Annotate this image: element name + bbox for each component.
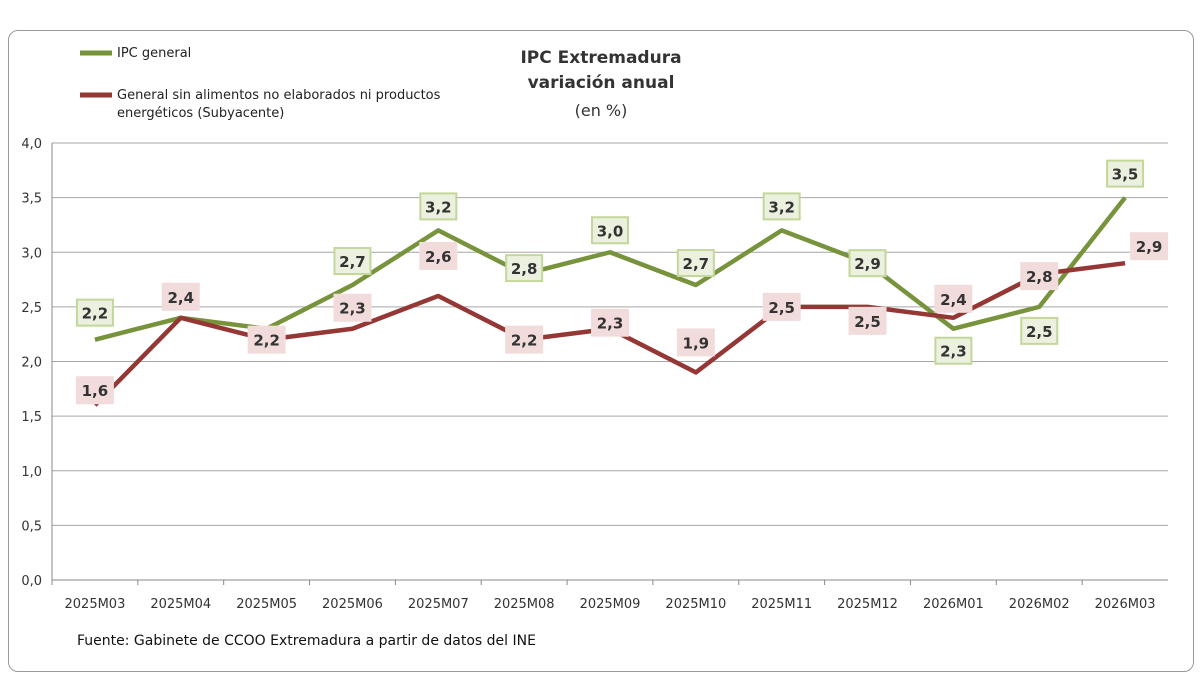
svg-text:2,3: 2,3	[597, 315, 624, 333]
data-label: 1,9	[676, 328, 715, 357]
data-label: 3,5	[1106, 159, 1145, 188]
x-tick-label: 2025M10	[665, 597, 726, 612]
source-note: Fuente: Gabinete de CCOO Extremadura a p…	[77, 633, 536, 649]
x-tick-label: 2025M11	[751, 597, 812, 612]
data-label: 2,4	[161, 282, 200, 311]
data-label: 2,8	[505, 254, 544, 283]
y-tick-label: 3,0	[21, 246, 42, 261]
data-label: 1,6	[75, 376, 114, 405]
svg-text:2,9: 2,9	[1136, 238, 1163, 256]
svg-text:2,3: 2,3	[940, 343, 967, 361]
y-tick-label: 2,0	[21, 356, 42, 371]
svg-text:3,2: 3,2	[768, 198, 795, 216]
legend-label-subyacente: General sin alimentos no elaborados ni p…	[117, 88, 441, 121]
data-label: 2,5	[762, 292, 801, 321]
svg-text:2,7: 2,7	[683, 255, 710, 273]
chart-title: IPC Extremadura	[520, 48, 681, 68]
x-tick-label: 2025M12	[837, 597, 898, 612]
data-label: 3,0	[591, 216, 629, 245]
svg-text:2,5: 2,5	[854, 313, 881, 331]
y-tick-label: 4,0	[21, 137, 42, 152]
x-tick-label: 2025M09	[580, 597, 641, 612]
svg-text:1,6: 1,6	[82, 382, 109, 400]
svg-text:2,8: 2,8	[511, 260, 538, 278]
y-tick-label: 1,0	[21, 465, 42, 480]
y-tick-label: 0,0	[21, 574, 42, 589]
data-label: 2,2	[247, 325, 286, 354]
data-label: 2,9	[1130, 232, 1169, 261]
x-tick-label: 2025M06	[322, 597, 383, 612]
x-tick-label: 2025M03	[65, 597, 126, 612]
svg-text:1,9: 1,9	[683, 334, 710, 352]
svg-text:2,9: 2,9	[854, 255, 881, 273]
svg-text:2,4: 2,4	[940, 291, 967, 309]
svg-text:2,4: 2,4	[167, 289, 194, 307]
data-label: 2,5	[848, 306, 887, 335]
data-label: 2,3	[934, 336, 973, 365]
y-tick-label: 2,5	[21, 301, 42, 316]
svg-text:3,5: 3,5	[1112, 166, 1139, 184]
data-label: 2,6	[419, 241, 458, 270]
x-tick-label: 2025M07	[408, 597, 469, 612]
svg-text:2,3: 2,3	[339, 300, 366, 318]
legend-label-ipc-general: IPC general	[117, 46, 191, 61]
svg-text:2,5: 2,5	[1026, 323, 1053, 341]
svg-text:2,2: 2,2	[82, 305, 109, 323]
data-label: 2,7	[676, 249, 715, 278]
chart-frame	[8, 30, 1194, 672]
data-label: 2,3	[333, 293, 372, 322]
svg-text:2,2: 2,2	[253, 332, 280, 350]
data-label: 3,2	[762, 192, 801, 221]
svg-text:2,2: 2,2	[511, 332, 538, 350]
x-tick-label: 2026M03	[1095, 597, 1156, 612]
x-tick-label: 2026M01	[923, 597, 984, 612]
chart-unit: (en %)	[575, 101, 628, 120]
x-tick-label: 2025M08	[494, 597, 555, 612]
data-label: 3,2	[419, 192, 458, 221]
y-tick-label: 1,5	[21, 410, 42, 425]
svg-text:3,0: 3,0	[597, 222, 624, 240]
x-tick-label: 2026M02	[1009, 597, 1070, 612]
y-tick-label: 3,5	[21, 192, 42, 207]
svg-text:2,7: 2,7	[339, 253, 366, 271]
svg-text:2,6: 2,6	[425, 248, 452, 266]
svg-text:2,5: 2,5	[768, 299, 795, 317]
svg-text:3,2: 3,2	[425, 198, 452, 216]
data-label: 2,2	[505, 325, 544, 354]
x-tick-label: 2025M04	[150, 597, 211, 612]
svg-text:2,8: 2,8	[1026, 268, 1053, 286]
chart-subtitle: variación anual	[528, 73, 675, 93]
data-label: 2,4	[934, 284, 973, 313]
x-tick-label: 2025M05	[236, 597, 297, 612]
data-label: 2,5	[1020, 316, 1059, 345]
data-label: 2,7	[333, 247, 372, 276]
data-label: 2,3	[591, 308, 629, 337]
data-label: 2,2	[75, 298, 114, 327]
data-label: 2,8	[1020, 262, 1059, 291]
data-label: 2,9	[848, 249, 887, 278]
y-tick-label: 0,5	[21, 519, 42, 534]
